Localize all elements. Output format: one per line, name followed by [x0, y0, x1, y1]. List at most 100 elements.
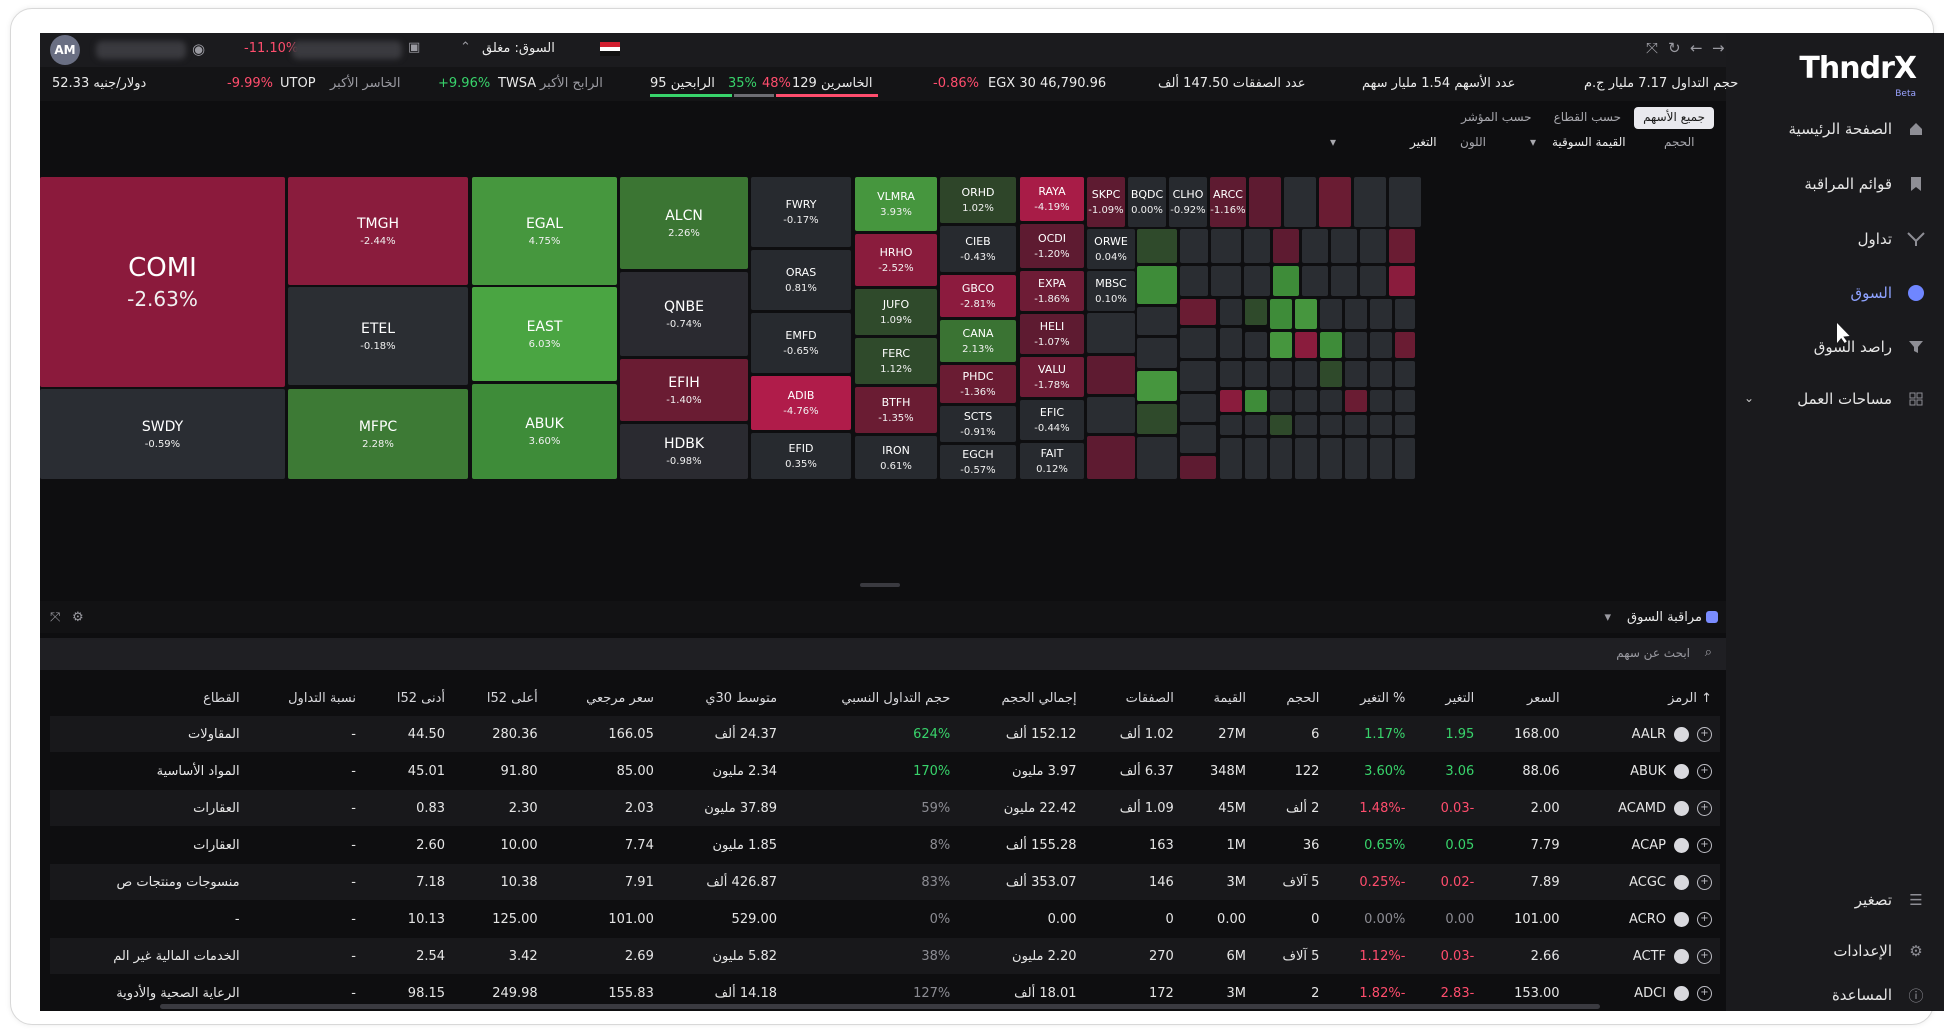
- heatmap-tile-efic[interactable]: EFIC -0.44%: [1020, 400, 1084, 440]
- sidebar-item-workspaces[interactable]: مساحات العمل: [1797, 387, 1926, 411]
- add-to-watchlist-icon[interactable]: +: [1697, 874, 1712, 890]
- eye-icon[interactable]: ◉: [192, 40, 206, 58]
- heatmap-tile-small[interactable]: [1345, 438, 1367, 479]
- column-header[interactable]: التغير: [1445, 690, 1475, 706]
- heatmap-tile-small[interactable]: [1354, 177, 1386, 227]
- heatmap-tile-efih[interactable]: EFIH -1.40%: [620, 359, 748, 421]
- heatmap-tile-small[interactable]: [1320, 299, 1342, 329]
- heatmap-tile-iron[interactable]: IRON 0.61%: [855, 436, 937, 479]
- heatmap-tile-small[interactable]: [1180, 299, 1216, 325]
- table-row[interactable]: + ACAMD 2.00 -0.03 -1.48% 2 ألف 45M 1.09 ألف 22.…: [50, 789, 1720, 827]
- heatmap-tile-small[interactable]: [1295, 361, 1317, 387]
- stock-symbol[interactable]: ADCI: [1634, 985, 1666, 1001]
- heatmap-tile-small[interactable]: [1345, 415, 1367, 435]
- heatmap-tile-alcn[interactable]: ALCN 2.26%: [620, 177, 748, 269]
- table-row[interactable]: + ACRO 101.00 0.00 0.00% 0 0.00 0 0.00 0% 529.00 10…: [50, 900, 1720, 938]
- heatmap-tile-small[interactable]: [1270, 438, 1292, 479]
- heatmap-tile-mbsc[interactable]: MBSC 0.10%: [1087, 271, 1135, 311]
- heatmap-tile-small[interactable]: [1320, 415, 1342, 435]
- heatmap-tile-small[interactable]: [1087, 436, 1135, 479]
- egx30-index[interactable]: EGX 30 46,790.96: [988, 76, 1107, 91]
- heatmap-tile-small[interactable]: [1180, 425, 1216, 453]
- heatmap-tile-orhd[interactable]: ORHD 1.02%: [940, 177, 1016, 223]
- heatmap-tile-cieb[interactable]: CIEB -0.43%: [940, 226, 1016, 272]
- column-header[interactable]: متوسط 30ي: [705, 690, 778, 706]
- heatmap-tile-cana[interactable]: CANA 2.13%: [940, 320, 1016, 362]
- chevron-down-icon[interactable]: ▾: [1604, 610, 1611, 625]
- heatmap-tile-small[interactable]: [1137, 404, 1177, 434]
- app-logo[interactable]: ThndrX: [1799, 51, 1917, 86]
- heatmap-tile-egch[interactable]: EGCH -0.57%: [940, 445, 1016, 479]
- heatmap-tile-small[interactable]: [1180, 229, 1208, 263]
- heatmap-tile-small[interactable]: [1245, 361, 1267, 387]
- heatmap-tile-small[interactable]: [1273, 229, 1299, 263]
- heatmap-tile-small[interactable]: [1395, 332, 1415, 358]
- heatmap-tile-vlmra[interactable]: VLMRA 3.93%: [855, 177, 937, 231]
- heatmap-tile-oras[interactable]: ORAS 0.81%: [751, 250, 851, 310]
- resize-handle[interactable]: [860, 583, 900, 587]
- heatmap-tile-small[interactable]: [1220, 438, 1242, 479]
- column-header[interactable]: السعر: [1526, 690, 1560, 706]
- fullscreen-icon[interactable]: ⤧: [50, 610, 61, 625]
- heatmap-tile-small[interactable]: [1249, 177, 1281, 227]
- heatmap-tile-egal[interactable]: EGAL 4.75%: [472, 177, 617, 285]
- stock-symbol[interactable]: ACGC: [1629, 874, 1666, 890]
- heatmap-tile-jufo[interactable]: JUFO 1.09%: [855, 289, 937, 335]
- column-header[interactable]: القطاع: [203, 690, 240, 706]
- column-header[interactable]: نسبة التداول: [288, 690, 356, 706]
- heatmap-tile-hrho[interactable]: HRHO -2.52%: [855, 234, 937, 286]
- table-row[interactable]: + ABUK 88.06 3.06 3.60% 122 348M 6.37 ألف 3.97 م…: [50, 752, 1720, 790]
- heatmap-tile-small[interactable]: [1284, 177, 1316, 227]
- stock-symbol[interactable]: AALR: [1631, 726, 1666, 742]
- chevron-down-icon[interactable]: ▾: [1330, 135, 1337, 149]
- heatmap-tile-small[interactable]: [1370, 390, 1392, 412]
- heatmap-tile-small[interactable]: [1370, 332, 1392, 358]
- sidebar-item-market[interactable]: السوق: [1850, 281, 1926, 305]
- sidebar-item-watchlists[interactable]: قوائم المراقبة: [1804, 172, 1926, 196]
- heatmap-tile-small[interactable]: [1320, 390, 1342, 412]
- panel-title[interactable]: مراقبة السوق: [1627, 610, 1702, 625]
- heatmap-tile-phdc[interactable]: PHDC -1.36%: [940, 365, 1016, 403]
- add-to-watchlist-icon[interactable]: +: [1697, 948, 1712, 964]
- heatmap-tile-small[interactable]: [1180, 361, 1216, 391]
- heatmap-tile-small[interactable]: [1220, 328, 1242, 358]
- sidebar-item-trade[interactable]: تداول: [1858, 227, 1926, 251]
- heatmap-tile-small[interactable]: [1319, 177, 1351, 227]
- search-input[interactable]: ابحث عن سهم: [1616, 646, 1690, 660]
- heatmap-tile-small[interactable]: [1370, 415, 1392, 435]
- heatmap-tile-small[interactable]: [1360, 266, 1386, 296]
- heatmap-tile-small[interactable]: [1302, 266, 1328, 296]
- heatmap-tile-small[interactable]: [1395, 415, 1415, 435]
- chevron-down-icon[interactable]: ▾: [1530, 135, 1537, 149]
- tab-all-stocks[interactable]: جميع الأسهم: [1634, 107, 1714, 129]
- chevron-down-icon[interactable]: ⌄: [1743, 391, 1754, 405]
- heatmap-tile-small[interactable]: [1360, 229, 1386, 263]
- heatmap-tile-comi[interactable]: COMI -2.63%: [40, 177, 285, 387]
- heatmap-tile-small[interactable]: [1220, 299, 1242, 325]
- heatmap-tile-small[interactable]: [1320, 332, 1342, 358]
- heatmap-tile-small[interactable]: [1211, 266, 1241, 296]
- heatmap-tile-small[interactable]: [1220, 361, 1242, 387]
- heatmap-tile-small[interactable]: [1295, 390, 1317, 412]
- heatmap-tile-small[interactable]: [1137, 266, 1177, 304]
- heatmap-tile-skpc[interactable]: SKPC -1.09%: [1087, 177, 1125, 227]
- top-loser-symbol[interactable]: UTOP: [280, 76, 316, 91]
- column-header[interactable]: حجم التداول النسبي: [841, 690, 951, 706]
- heatmap-tile-small[interactable]: [1087, 397, 1135, 433]
- heatmap-tile-small[interactable]: [1295, 415, 1317, 435]
- heatmap-tile-small[interactable]: [1270, 415, 1292, 435]
- stock-symbol[interactable]: ABUK: [1630, 763, 1666, 779]
- heatmap-tile-small[interactable]: [1370, 299, 1392, 329]
- add-to-watchlist-icon[interactable]: +: [1697, 985, 1712, 1001]
- heatmap-tile-small[interactable]: [1270, 361, 1292, 387]
- heatmap-tile-small[interactable]: [1245, 390, 1267, 412]
- heatmap-tile-emfd[interactable]: EMFD -0.65%: [751, 313, 851, 373]
- table-row[interactable]: + ACGC 7.89 -0.02 -0.25% 5 آلاف 3M 146 353.07 أل…: [50, 863, 1720, 901]
- heatmap-tile-ferc[interactable]: FERC 1.12%: [855, 338, 937, 384]
- add-to-watchlist-icon[interactable]: +: [1697, 800, 1712, 816]
- heatmap-tile-small[interactable]: [1180, 328, 1216, 358]
- column-header[interactable]: ↑ الرمز: [1668, 690, 1712, 706]
- heatmap-tile-small[interactable]: [1320, 438, 1342, 479]
- heatmap-tile-small[interactable]: [1137, 437, 1177, 479]
- heatmap-tile-small[interactable]: [1137, 229, 1177, 263]
